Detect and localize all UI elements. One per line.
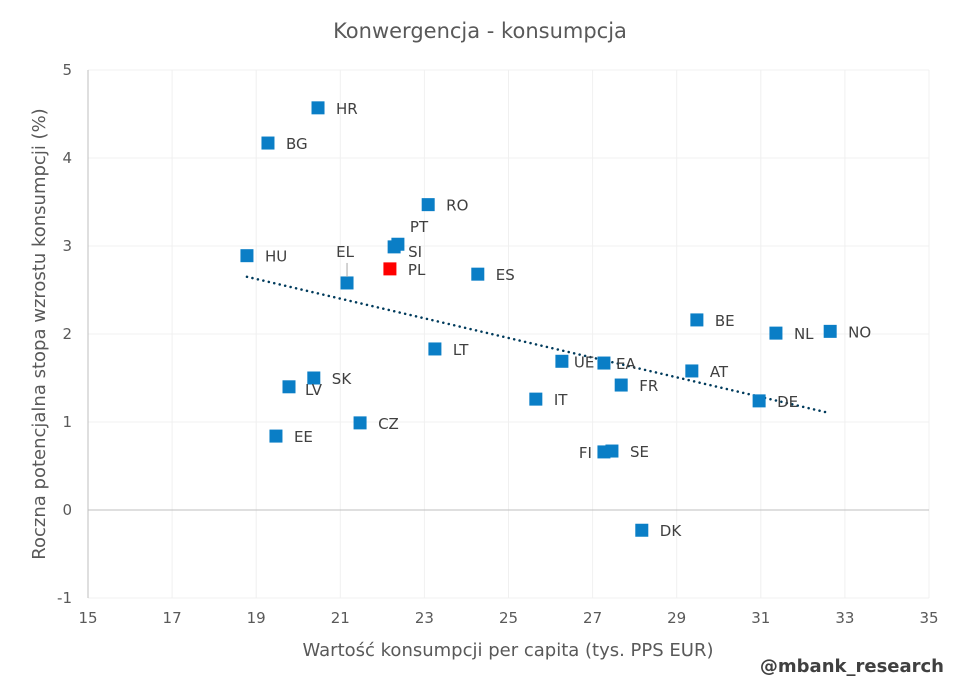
data-point-be xyxy=(690,313,704,327)
x-tick-label: 35 xyxy=(919,609,938,627)
data-point-ro xyxy=(421,198,435,212)
data-point-nl xyxy=(769,326,783,340)
y-tick-label: 3 xyxy=(62,237,72,255)
data-label-lv: LV xyxy=(305,381,323,399)
x-tick-label: 25 xyxy=(499,609,518,627)
y-tick-label: 0 xyxy=(62,501,72,519)
data-label-fr: FR xyxy=(639,377,658,395)
chart-title: Konwergencja - konsumpcja xyxy=(333,19,627,43)
data-point-at xyxy=(685,364,699,378)
x-tick-label: 29 xyxy=(667,609,686,627)
x-tick-label: 33 xyxy=(835,609,854,627)
data-label-hu: HU xyxy=(265,248,287,266)
data-label-lt: LT xyxy=(453,341,469,359)
data-point-ue xyxy=(555,354,569,368)
data-point-it xyxy=(529,392,543,406)
data-label-fi: FI xyxy=(579,444,592,462)
data-label-cz: CZ xyxy=(378,415,399,433)
data-label-be: BE xyxy=(715,312,735,330)
data-label-it: IT xyxy=(554,391,568,409)
data-point-sk xyxy=(307,371,321,385)
data-label-es: ES xyxy=(496,266,515,284)
x-tick-label: 15 xyxy=(78,609,97,627)
data-point-lt xyxy=(428,342,442,356)
data-point-lv xyxy=(282,380,296,394)
y-tick-label: -1 xyxy=(57,589,72,607)
data-point-es xyxy=(471,267,485,281)
data-point-si xyxy=(387,240,401,254)
y-tick-label: 2 xyxy=(62,325,72,343)
data-label-at: AT xyxy=(710,363,729,381)
x-tick-label: 27 xyxy=(583,609,602,627)
data-point-se xyxy=(605,444,619,458)
data-point-de xyxy=(752,394,766,408)
data-point-bg xyxy=(261,136,275,150)
data-label-el: EL xyxy=(336,243,354,261)
data-label-ea: EA xyxy=(616,355,636,373)
data-point-fr xyxy=(614,378,628,392)
data-point-el xyxy=(340,276,354,290)
data-point-hr xyxy=(311,101,325,115)
data-point-dk xyxy=(635,523,649,537)
data-label-pt: PT xyxy=(410,218,429,236)
watermark: @mbank_research xyxy=(760,656,944,677)
data-point-ee xyxy=(269,429,283,443)
data-label-dk: DK xyxy=(660,522,683,540)
x-tick-label: 31 xyxy=(751,609,770,627)
data-label-hr: HR xyxy=(336,100,358,118)
y-tick-label: 4 xyxy=(62,149,72,167)
data-label-si: SI xyxy=(408,243,422,261)
data-label-ue: UE xyxy=(574,353,594,371)
data-point-hu xyxy=(240,249,254,263)
x-axis-label: Wartość konsumpcji per capita (tys. PPS … xyxy=(303,640,714,661)
x-tick-label: 23 xyxy=(415,609,434,627)
y-tick-label: 5 xyxy=(62,61,72,79)
y-tick-label: 1 xyxy=(62,413,72,431)
y-axis-label: Roczna potencjalna stopa wzrostu konsump… xyxy=(29,108,50,559)
data-point-ea xyxy=(597,356,611,370)
data-label-ro: RO xyxy=(446,197,468,215)
data-label-sk: SK xyxy=(332,370,353,388)
data-label-ee: EE xyxy=(294,428,313,446)
data-point-cz xyxy=(353,416,367,430)
x-tick-label: 21 xyxy=(331,609,350,627)
data-label-de: DE xyxy=(777,393,798,411)
data-point-pl xyxy=(383,262,397,276)
data-label-bg: BG xyxy=(286,135,308,153)
x-tick-label: 19 xyxy=(247,609,266,627)
x-tick-label: 17 xyxy=(163,609,182,627)
trend-line xyxy=(245,275,832,415)
data-label-no: NO xyxy=(848,323,871,341)
data-point-no xyxy=(823,324,837,338)
data-label-nl: NL xyxy=(794,325,814,343)
data-label-se: SE xyxy=(630,443,649,461)
data-label-pl: PL xyxy=(408,261,426,279)
